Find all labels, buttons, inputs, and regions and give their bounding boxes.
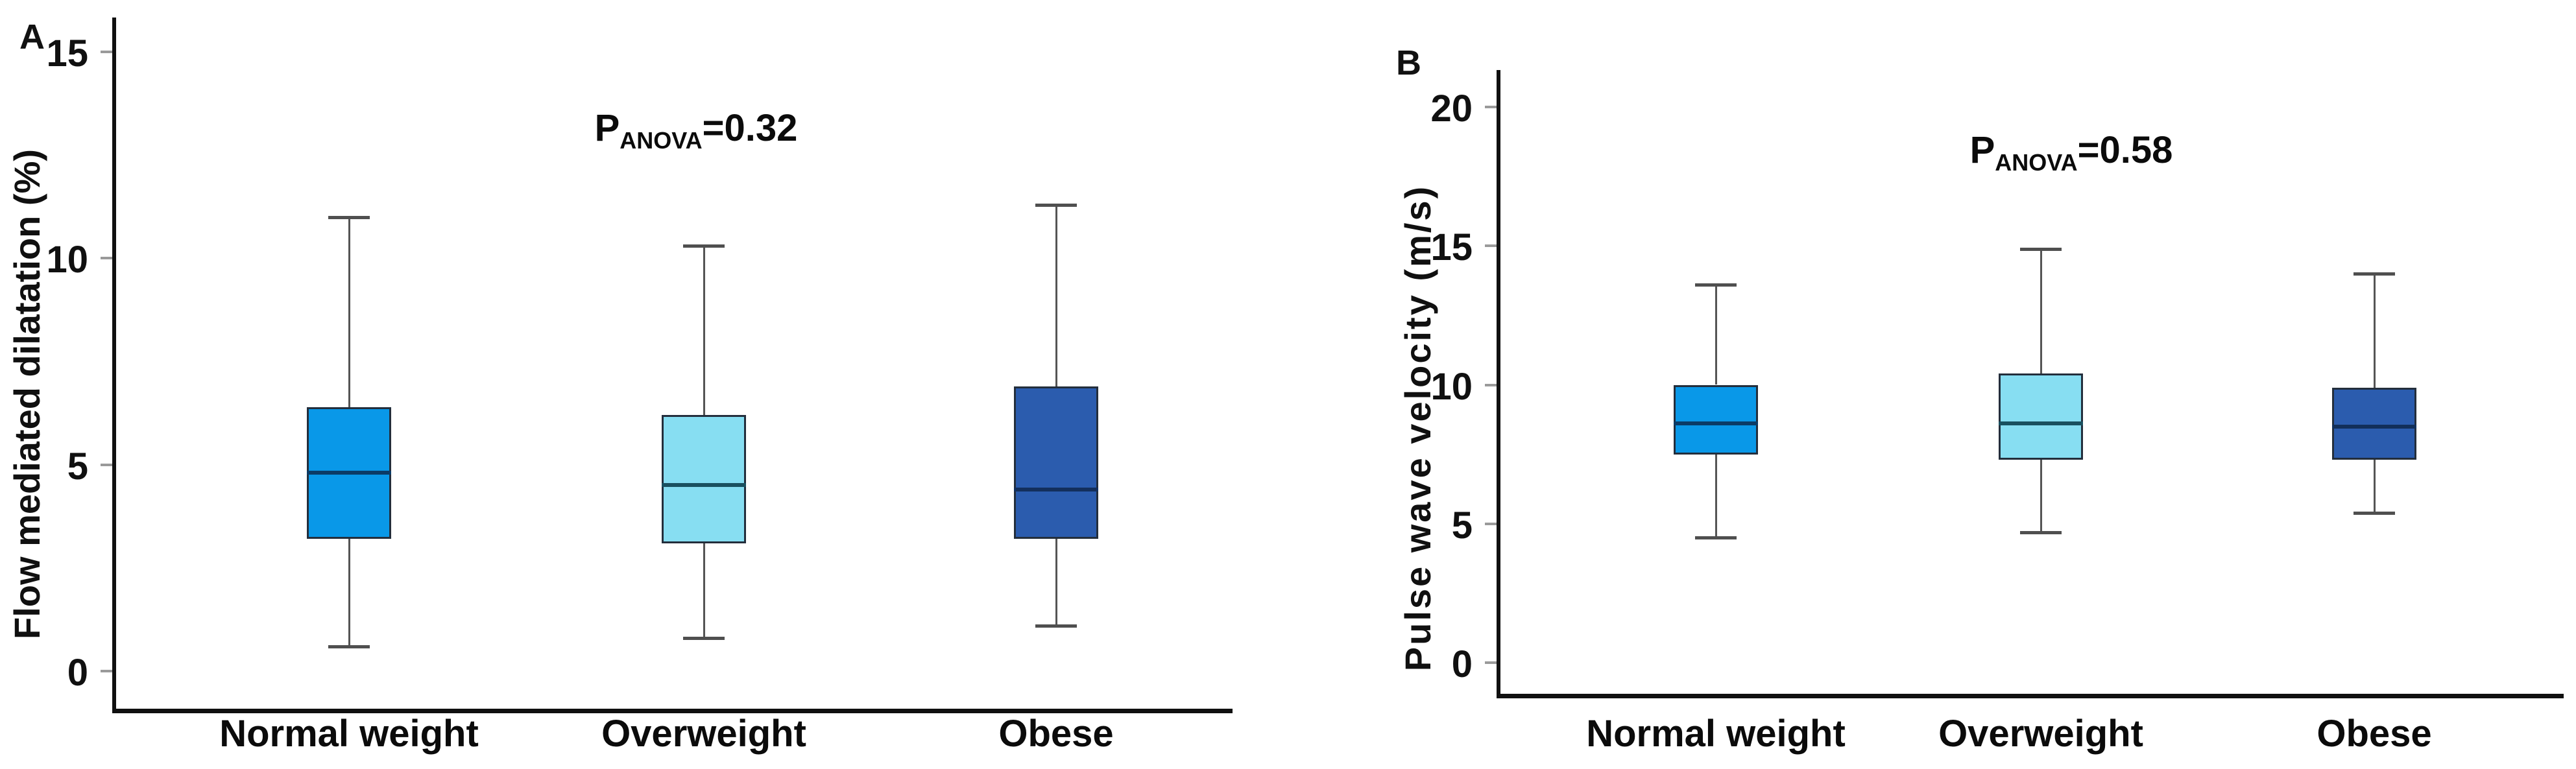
y-tick-label: 0 xyxy=(1451,643,1473,685)
whisker-upper-line xyxy=(703,246,705,416)
x-category-label: Normal weight xyxy=(1586,713,1846,755)
whisker-cap-bottom xyxy=(1695,536,1737,540)
x-category-label: Obese xyxy=(2317,713,2432,755)
whisker-lower-line xyxy=(2373,460,2376,513)
whisker-cap-bottom xyxy=(2353,511,2395,515)
whisker-cap-top xyxy=(1035,203,1077,207)
whisker-cap-bottom xyxy=(1035,624,1077,628)
whisker-cap-top xyxy=(328,215,370,219)
y-tick-mark xyxy=(1485,661,1497,664)
y-tick-label: 15 xyxy=(46,32,88,75)
whisker-upper-line xyxy=(348,217,350,407)
whisker-upper-line xyxy=(1055,204,1057,386)
whisker-cap-bottom xyxy=(683,637,725,641)
x-axis-line xyxy=(112,709,1233,713)
y-tick-mark xyxy=(101,257,112,260)
y-axis-line xyxy=(112,18,116,713)
y-tick-label: 10 xyxy=(46,239,88,281)
y-tick-label: 5 xyxy=(67,445,88,488)
y-tick-mark xyxy=(101,50,112,53)
whisker-cap-top xyxy=(2020,247,2062,251)
y-tick-mark xyxy=(101,670,112,672)
annotation-subscript: ANOVA xyxy=(620,126,703,154)
panel-label: A xyxy=(19,18,45,56)
box-overweight xyxy=(662,415,746,543)
box-obese xyxy=(2332,387,2416,460)
whisker-cap-top xyxy=(1695,283,1737,287)
annotation-p: P xyxy=(1969,129,1995,171)
anova-annotation: PANOVA=0.58 xyxy=(1969,129,2173,174)
y-axis-title: Pulse wave velocity (m/s) xyxy=(1397,184,1438,672)
whisker-upper-line xyxy=(2040,248,2042,374)
y-tick-label: 20 xyxy=(1430,88,1473,130)
anova-annotation: PANOVA=0.32 xyxy=(594,107,798,152)
box-obese xyxy=(1014,386,1098,539)
median-line xyxy=(307,471,391,475)
annotation-value: =0.32 xyxy=(702,107,798,149)
y-tick-mark xyxy=(1485,522,1497,525)
median-line xyxy=(1999,421,2083,426)
y-tick-label: 5 xyxy=(1451,504,1473,547)
whisker-cap-bottom xyxy=(2020,530,2062,534)
box-overweight xyxy=(1999,373,2083,460)
annotation-p: P xyxy=(594,107,620,149)
whisker-lower-line xyxy=(348,539,350,646)
whisker-upper-line xyxy=(2373,274,2376,388)
whisker-cap-top xyxy=(683,244,725,248)
median-line xyxy=(1014,487,1098,491)
median-line xyxy=(1674,421,1758,426)
y-tick-mark xyxy=(1485,383,1497,386)
annotation-subscript: ANOVA xyxy=(1995,148,2078,176)
y-tick-mark xyxy=(1485,244,1497,248)
y-tick-mark xyxy=(101,463,112,466)
panel-label: B xyxy=(1396,43,1421,82)
y-tick-mark xyxy=(1485,106,1497,108)
whisker-lower-line xyxy=(1715,454,1717,538)
x-category-label: Obese xyxy=(998,713,1114,755)
median-line xyxy=(2332,424,2416,429)
whisker-lower-line xyxy=(2040,460,2042,532)
whisker-lower-line xyxy=(1055,539,1057,626)
x-category-label: Normal weight xyxy=(219,713,479,755)
x-category-label: Overweight xyxy=(601,713,806,755)
box-normal-weight xyxy=(1674,384,1758,455)
y-tick-label: 10 xyxy=(1430,365,1473,408)
x-category-label: Overweight xyxy=(1938,713,2143,755)
whisker-lower-line xyxy=(703,543,705,639)
y-axis-line xyxy=(1497,70,1500,698)
y-tick-label: 15 xyxy=(1430,226,1473,269)
y-tick-label: 0 xyxy=(67,652,88,694)
whisker-cap-bottom xyxy=(328,645,370,648)
annotation-value: =0.58 xyxy=(2077,129,2173,171)
whisker-upper-line xyxy=(1715,285,1717,385)
x-axis-line xyxy=(1497,694,2564,698)
median-line xyxy=(662,483,746,488)
whisker-cap-top xyxy=(2353,272,2395,276)
